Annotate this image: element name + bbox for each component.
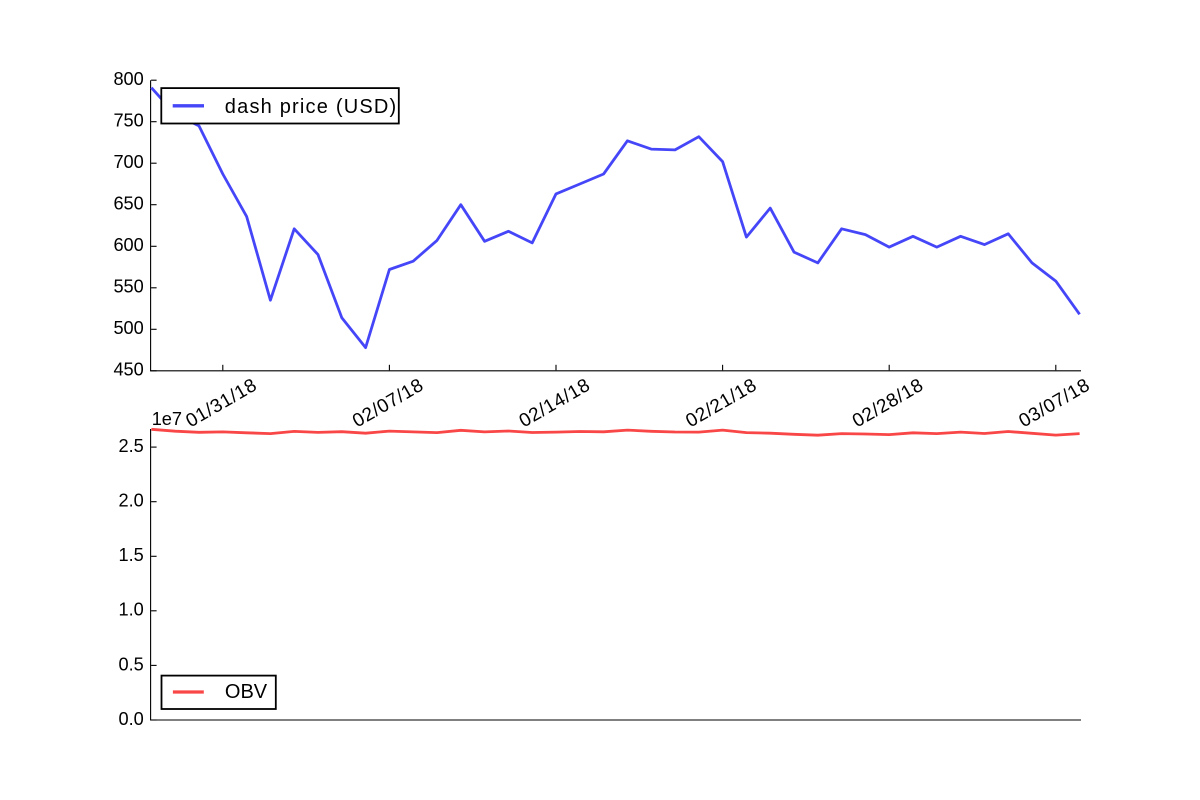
svg-text:650: 650 [113, 194, 143, 214]
svg-text:OBV: OBV [225, 681, 268, 703]
svg-text:700: 700 [113, 152, 143, 172]
svg-text:1.5: 1.5 [119, 545, 144, 565]
svg-text:600: 600 [113, 235, 143, 255]
svg-text:550: 550 [113, 277, 143, 297]
svg-text:0.0: 0.0 [119, 709, 144, 729]
svg-text:750: 750 [113, 111, 143, 131]
svg-text:800: 800 [113, 69, 143, 89]
svg-text:0.5: 0.5 [119, 654, 144, 674]
svg-text:500: 500 [113, 318, 143, 338]
svg-text:2.5: 2.5 [119, 436, 144, 456]
svg-text:2.0: 2.0 [119, 491, 144, 511]
svg-text:450: 450 [113, 360, 143, 380]
svg-text:1.0: 1.0 [119, 600, 144, 620]
svg-text:dash price (USD): dash price (USD) [225, 96, 398, 118]
svg-text:1e7: 1e7 [152, 409, 182, 429]
